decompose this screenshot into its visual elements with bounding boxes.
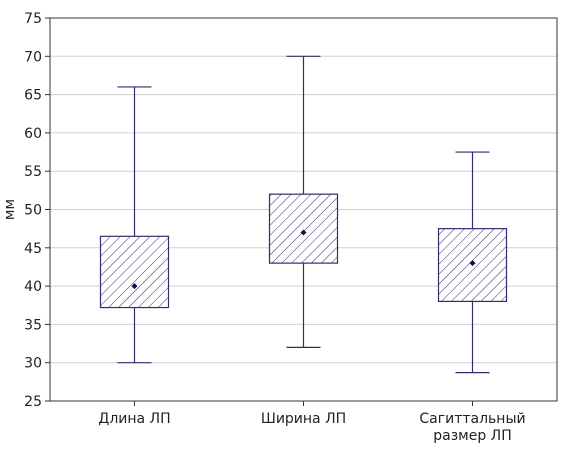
boxes bbox=[99, 55, 508, 374]
category-label: Длина ЛП bbox=[98, 411, 170, 427]
median-marker bbox=[469, 260, 476, 267]
y-tick-label: 60 bbox=[24, 126, 42, 142]
box-group bbox=[99, 86, 170, 364]
y-tick-label: 75 bbox=[24, 11, 42, 27]
y-tick-label: 35 bbox=[24, 317, 42, 333]
y-tick-label: 50 bbox=[24, 203, 42, 219]
box-iqr bbox=[268, 193, 339, 264]
y-tick-label: 40 bbox=[24, 279, 42, 295]
box-group bbox=[268, 55, 339, 348]
y-tick-label: 30 bbox=[24, 356, 42, 372]
y-tick-label: 45 bbox=[24, 241, 42, 257]
median-marker bbox=[300, 229, 307, 236]
box-group bbox=[437, 151, 508, 374]
category-label: Ширина ЛП bbox=[261, 411, 346, 427]
y-axis-label: мм bbox=[2, 199, 18, 220]
median-marker bbox=[131, 283, 138, 290]
category-label: размер ЛП bbox=[433, 428, 511, 444]
box-iqr bbox=[99, 235, 170, 309]
y-axis-ticks: 25 30 35 40 45 50 55 60 65 70 75 bbox=[24, 11, 50, 410]
y-tick-label: 25 bbox=[24, 394, 42, 410]
y-tick-label: 55 bbox=[24, 164, 42, 180]
category-label: Сагиттальный bbox=[419, 411, 525, 427]
y-tick-label: 65 bbox=[24, 88, 42, 104]
y-tick-label: 70 bbox=[24, 49, 42, 65]
